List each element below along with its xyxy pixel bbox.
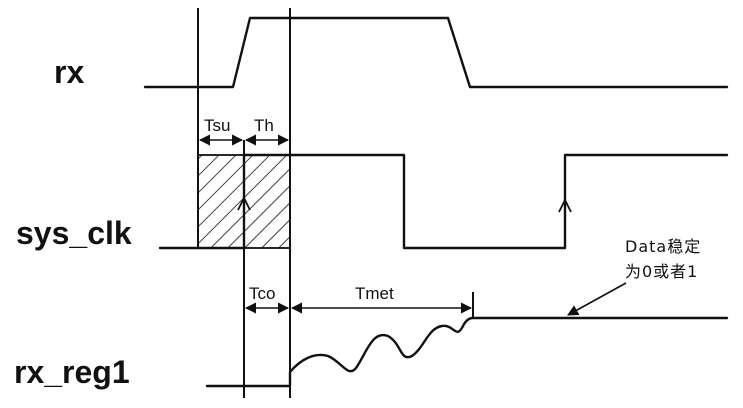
tmet-label: Tmet [355,284,394,303]
tco-label: Tco [249,284,275,303]
rx-waveform [143,16,729,89]
note-line-1: Data稳定 [625,237,701,256]
sys-clk-label: sys_clk [16,215,132,251]
clock-rising-edge-arrow-1 [237,195,251,211]
note-line-2: 为0或者1 [625,262,698,281]
rx-reg1-waveform [205,316,729,388]
clock-rising-edge-arrow-2 [558,197,572,213]
note-pointer-arrow [567,282,627,316]
tsu-label: Tsu [204,116,230,135]
rx-label: rx [54,54,84,90]
sys-clk-waveform [158,153,729,250]
rx-reg1-label: rx_reg1 [14,354,130,390]
th-label: Th [254,116,274,135]
